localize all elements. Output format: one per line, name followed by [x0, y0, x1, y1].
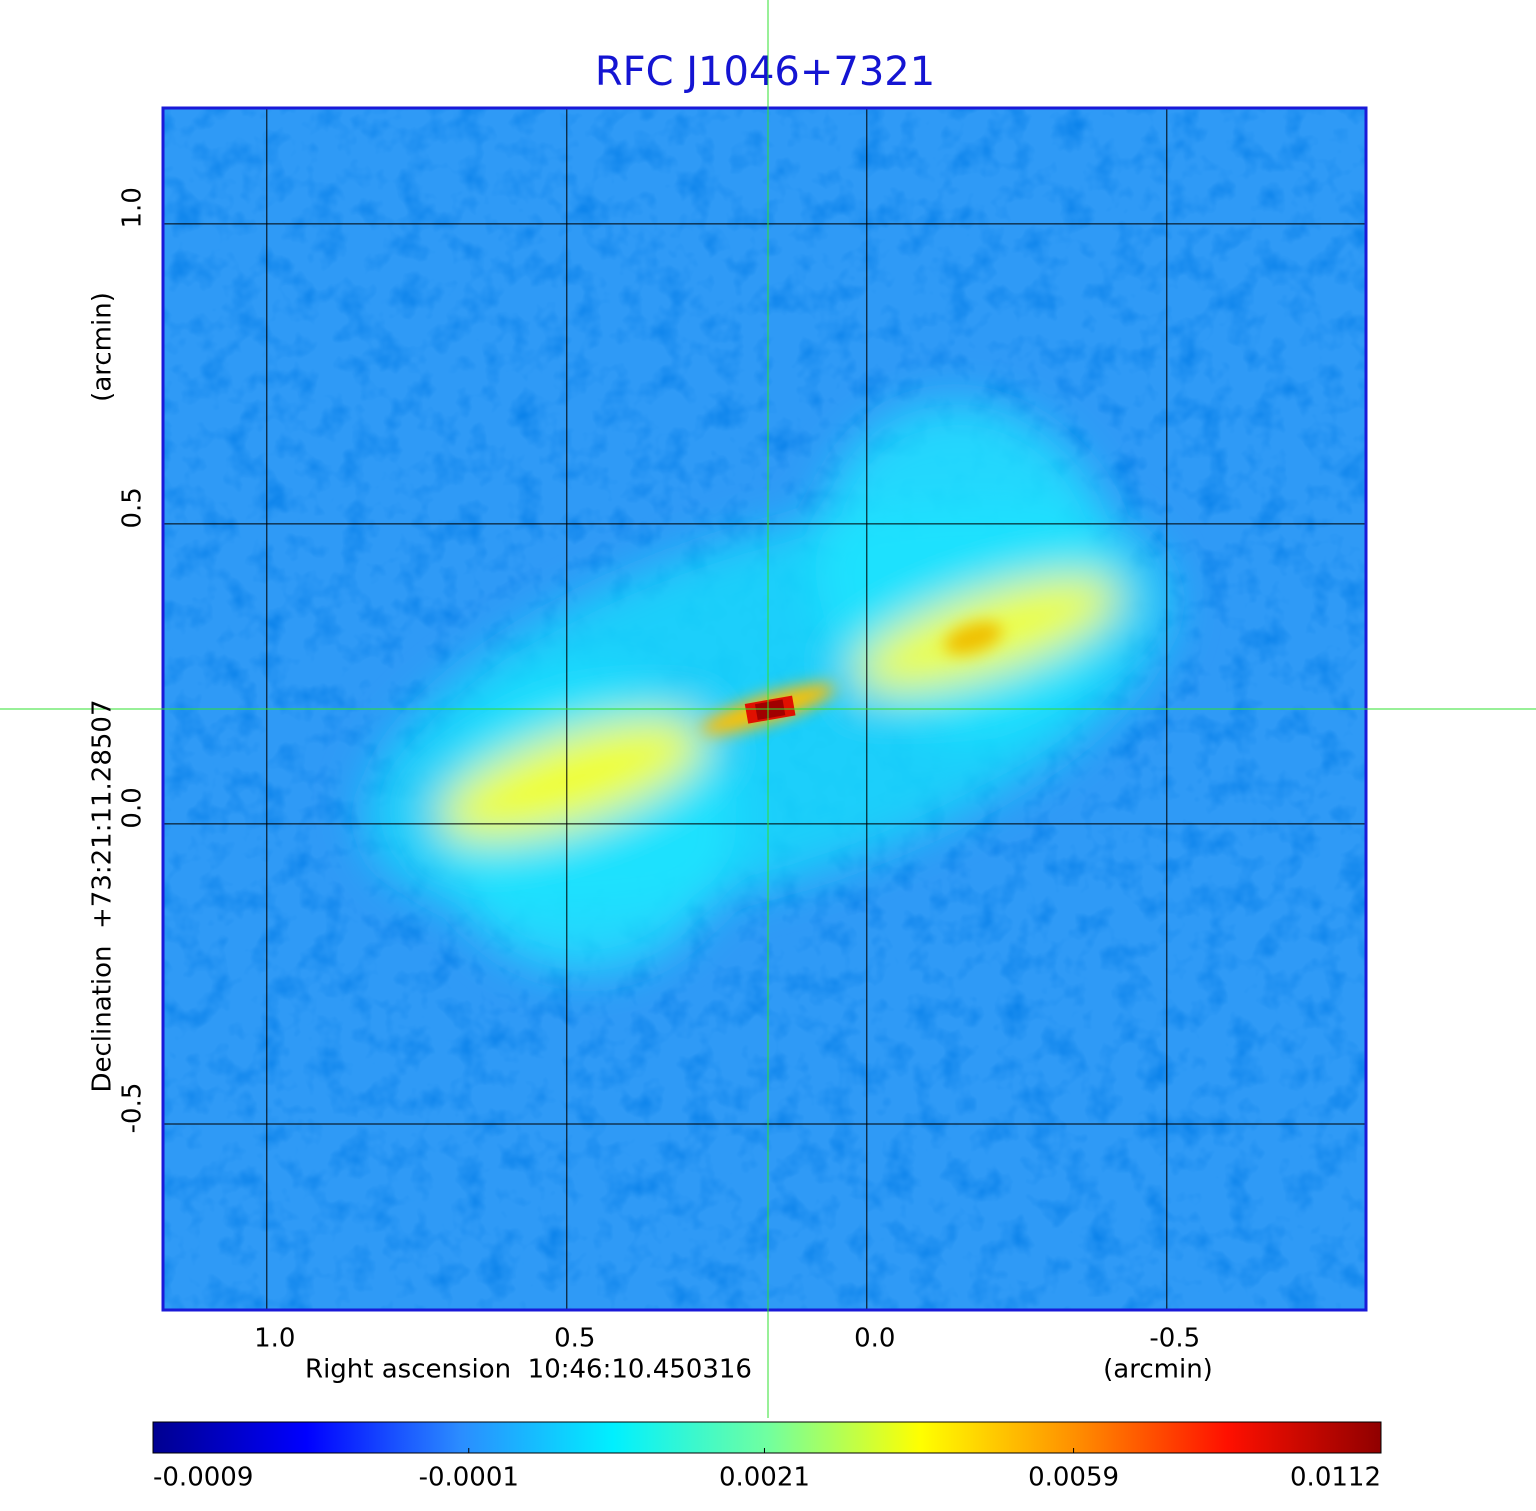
colorbar-tick-label: -0.0009 — [153, 1463, 253, 1493]
colorbar — [152, 1421, 1382, 1454]
colorbar-tick-label: 0.0112 — [1290, 1463, 1381, 1493]
chart-title: RFC J1046+7321 — [595, 49, 935, 95]
x-tick-label: 1.0 — [254, 1324, 295, 1354]
x-tick-label: 0.0 — [854, 1324, 895, 1354]
colorbar-tick-label: 0.0059 — [1028, 1463, 1119, 1493]
y-tick-label: 0.0 — [118, 787, 148, 828]
colorbar-tick-label: 0.0021 — [719, 1463, 810, 1493]
y-tick-label: 0.5 — [118, 487, 148, 528]
y-tick-label: 1.0 — [118, 187, 148, 228]
x-axis-label: Right ascension 10:46:10.450316 — [305, 1355, 752, 1385]
x-axis-unit: (arcmin) — [1103, 1355, 1213, 1385]
x-tick-label: 0.5 — [554, 1324, 595, 1354]
colorbar-tick-label: -0.0001 — [419, 1463, 519, 1493]
x-tick-label: -0.5 — [1149, 1324, 1200, 1354]
y-tick-label: -0.5 — [118, 1083, 148, 1134]
y-axis-unit: (arcmin) — [88, 292, 118, 402]
y-axis-label: Declination +73:21:11.28507 — [88, 699, 118, 1092]
